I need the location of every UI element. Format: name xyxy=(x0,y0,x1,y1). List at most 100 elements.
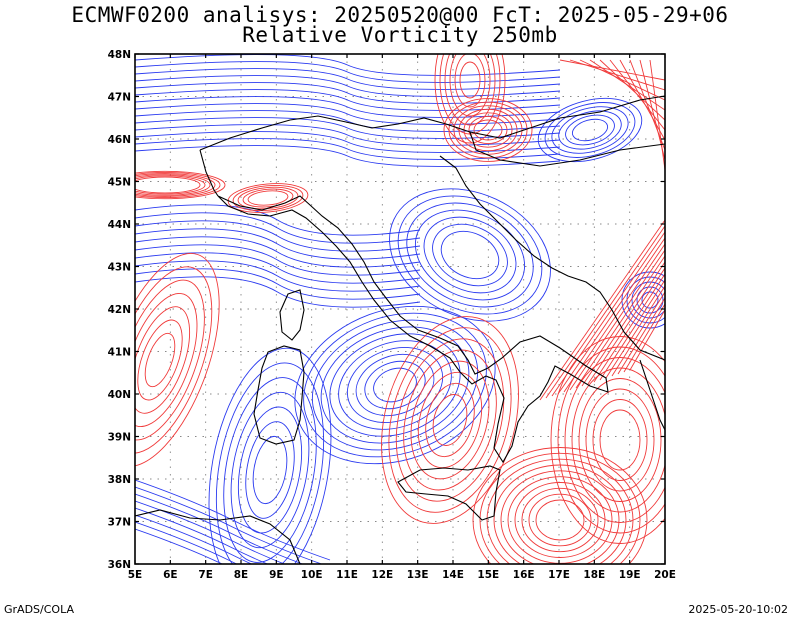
positive-contour xyxy=(605,285,665,379)
positive-contour xyxy=(587,267,665,385)
positive-contour xyxy=(459,61,481,99)
lat-tick-label: 42N xyxy=(108,304,131,316)
positive-contour xyxy=(649,59,665,171)
positive-contour xyxy=(571,367,665,513)
positive-contour xyxy=(581,261,665,387)
negative-contour xyxy=(135,268,421,300)
negative-contour xyxy=(571,118,609,142)
positive-contour xyxy=(468,115,508,145)
lat-tick-label: 47N xyxy=(108,92,131,104)
balkan-borders xyxy=(469,131,665,167)
negative-contour xyxy=(208,347,332,564)
negative-contour xyxy=(135,89,561,111)
lon-tick-label: 13E xyxy=(407,569,429,581)
chart-title: ECMWF0200 analisys: 20250520@00 FcT: 202… xyxy=(71,3,729,27)
positive-contour xyxy=(135,171,221,199)
positive-contour xyxy=(575,255,665,389)
negative-contour xyxy=(135,528,224,564)
positive-contour xyxy=(599,59,665,121)
lon-tick-label: 17E xyxy=(548,569,570,581)
positive-contour xyxy=(453,105,523,155)
lat-tick-label: 48N xyxy=(108,49,131,61)
negative-contour xyxy=(631,281,665,319)
positive-contour xyxy=(434,54,506,144)
negative-contour xyxy=(320,326,470,444)
negative-contour xyxy=(311,319,479,451)
negative-contour xyxy=(551,106,629,154)
positive-contour xyxy=(551,231,665,397)
positive-contour xyxy=(579,59,665,101)
positive-contour xyxy=(472,447,648,564)
lat-lon-grid xyxy=(135,54,665,564)
positive-contour xyxy=(545,225,665,399)
positive-contour xyxy=(439,54,501,135)
lon-tick-label: 15E xyxy=(477,569,499,581)
lon-tick-label: 18E xyxy=(583,569,605,581)
negative-contour xyxy=(558,110,622,150)
footer-timestamp: 2025-05-20-10:02 xyxy=(688,603,788,616)
positive-contour xyxy=(611,291,665,377)
positive-contour xyxy=(593,273,665,383)
lon-tick-label: 6E xyxy=(163,569,177,581)
italy-coastline xyxy=(217,195,609,464)
negative-contour xyxy=(135,228,421,260)
lat-tick-label: 46N xyxy=(108,134,131,146)
negative-contour xyxy=(641,291,659,309)
negative-contour xyxy=(364,360,426,410)
negative-contour xyxy=(252,435,288,505)
negative-contour xyxy=(636,286,664,314)
negative-contour xyxy=(373,367,417,403)
lat-tick-label: 43N xyxy=(108,262,131,274)
negative-contour xyxy=(135,500,286,564)
positive-contour xyxy=(247,190,289,206)
lat-tick-label: 41N xyxy=(108,347,131,359)
positive-contour xyxy=(592,399,648,481)
positive-contour xyxy=(144,332,176,388)
positive-contour xyxy=(539,219,665,401)
positive-contour xyxy=(585,388,655,492)
lon-tick-label: 5E xyxy=(128,569,142,581)
positive-contour xyxy=(135,175,206,195)
negative-contour xyxy=(223,377,317,563)
negative-contour xyxy=(355,353,435,417)
negative-contour xyxy=(432,223,508,287)
positive-contour xyxy=(381,316,519,524)
negative-contour xyxy=(565,114,615,146)
positive-contour xyxy=(559,59,665,81)
positive-contour xyxy=(528,493,592,547)
negative-contour xyxy=(135,117,561,139)
negative-contour xyxy=(440,230,500,280)
negative-contour xyxy=(135,514,253,564)
negative-contour xyxy=(135,521,238,564)
negative-contour xyxy=(135,479,331,561)
negative-contour xyxy=(135,244,421,276)
lon-tick-label: 10E xyxy=(301,569,323,581)
coastlines xyxy=(135,95,665,564)
positive-contour xyxy=(599,409,641,471)
negative-contour xyxy=(135,68,561,90)
positive-contour xyxy=(629,309,665,371)
positive-contour xyxy=(135,292,198,428)
lon-tick-label: 14E xyxy=(442,569,464,581)
alps-borders xyxy=(199,95,665,151)
lat-tick-label: 40N xyxy=(108,389,131,401)
latitude-ticks: 36N 37N 38N 39N 40N 41N 42N 43N 44N 45N 46N 47N 48N xyxy=(108,49,665,571)
negative-contour xyxy=(423,216,517,294)
positive-contour xyxy=(514,482,606,558)
positive-contour xyxy=(425,382,475,458)
positive-contour xyxy=(444,54,496,126)
negative-contour xyxy=(135,276,421,308)
positive-contour xyxy=(569,59,665,91)
positive-contour xyxy=(135,253,220,467)
negative-contour xyxy=(135,260,421,292)
chart-subtitle: Relative Vorticity 250mb xyxy=(242,23,558,47)
longitude-ticks: 5E 6E 7E 8E 9E 10E 11E 12E 13E 14E 15E 16E 17E 18E 19E… xyxy=(128,54,676,581)
positive-contour xyxy=(135,279,205,441)
negative-contour xyxy=(135,220,421,252)
negative-contour xyxy=(135,54,561,76)
positive-contour xyxy=(403,349,497,491)
lon-tick-label: 19E xyxy=(619,569,641,581)
positive-contour xyxy=(135,174,211,196)
positive-contour xyxy=(242,188,294,208)
